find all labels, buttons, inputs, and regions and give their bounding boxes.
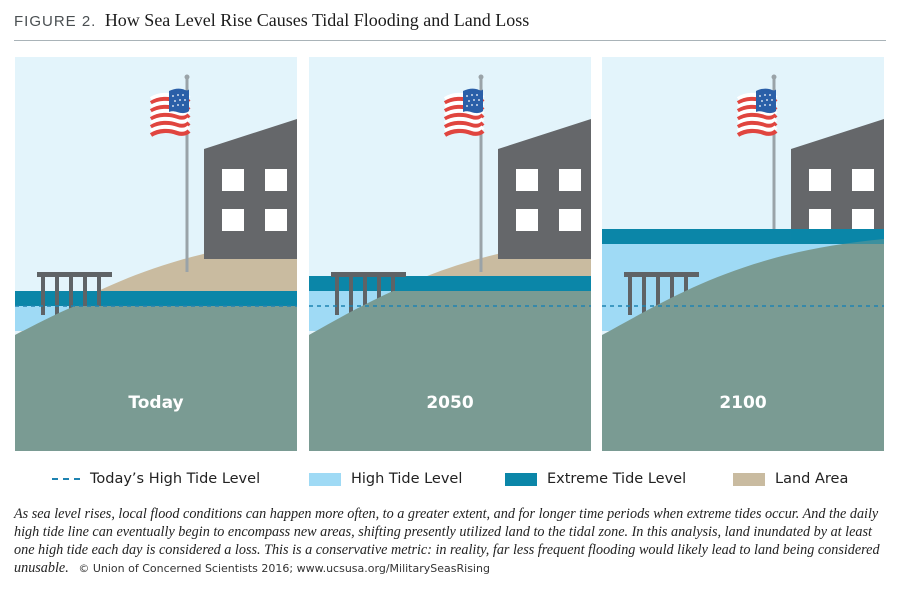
credit-text: © Union of Concerned Scientists 2016; ww…	[78, 562, 490, 575]
panel-2050: 2050	[309, 57, 591, 451]
land-area-swatch-icon	[733, 472, 765, 486]
panel-2100: 2100	[602, 57, 884, 451]
panel-label-2100: 2100	[719, 393, 767, 413]
legend-item-todays-high-tide: Today’s High Tide Level	[52, 469, 260, 489]
legend: Today’s High Tide Level High Tide Level …	[0, 469, 900, 489]
figure-header: FIGURE 2. How Sea Level Rise Causes Tida…	[14, 10, 886, 41]
high-tide-swatch-icon	[309, 472, 341, 486]
inundated-land	[602, 239, 884, 451]
extreme-tide-overlay	[791, 229, 884, 244]
legend-item-extreme-tide: Extreme Tide Level	[505, 469, 686, 489]
panel-today: Today	[15, 57, 297, 451]
figure-label: FIGURE 2.	[14, 13, 97, 30]
legend-label: Today’s High Tide Level	[90, 471, 261, 487]
extreme-tide-swatch-icon	[505, 472, 537, 486]
figure-caption: As sea level rises, local flood conditio…	[14, 505, 890, 578]
panel-label-today: Today	[128, 393, 184, 413]
caption-text: As sea level rises, local flood conditio…	[14, 506, 880, 576]
panel-label-2050: 2050	[426, 393, 474, 413]
legend-item-land-area: Land Area	[733, 469, 848, 489]
inundated-land	[309, 291, 591, 451]
inundated-land	[15, 306, 297, 451]
legend-label: Extreme Tide Level	[547, 471, 687, 487]
dashed-line-icon	[52, 478, 80, 480]
figure-title: How Sea Level Rise Causes Tidal Flooding…	[104, 10, 530, 30]
legend-item-high-tide: High Tide Level	[309, 469, 462, 489]
legend-label: Land Area	[775, 471, 849, 487]
legend-label: High Tide Level	[351, 471, 463, 487]
